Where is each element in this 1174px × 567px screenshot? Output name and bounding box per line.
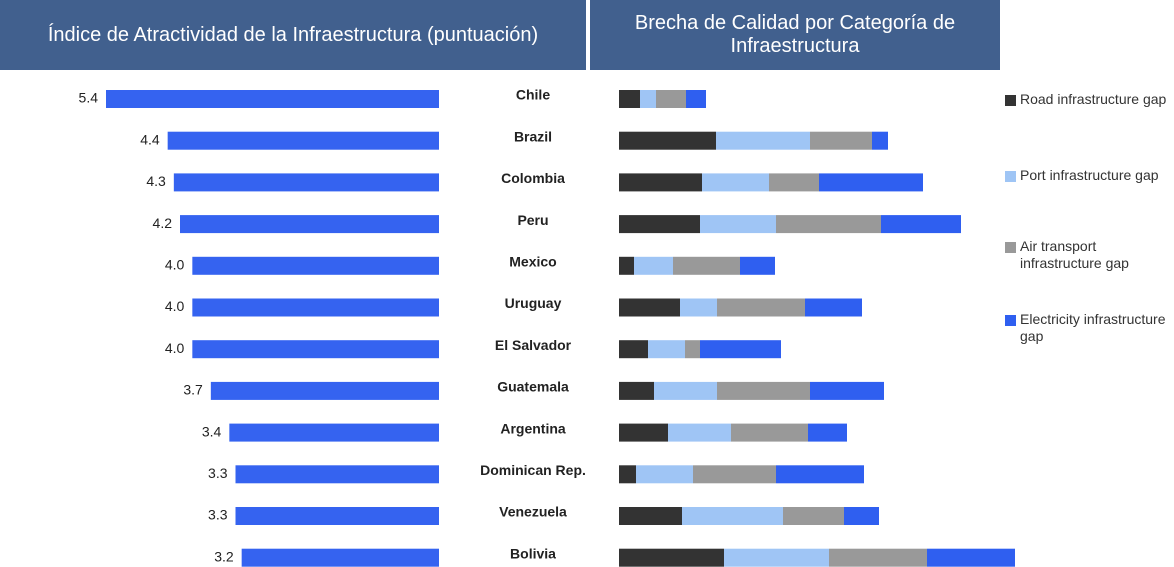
- bar-segment: [619, 423, 668, 442]
- bar-segment: [927, 548, 1015, 567]
- bar-segment: [634, 256, 673, 275]
- bar-segment: [619, 381, 654, 400]
- category-label: Bolivia: [510, 545, 556, 561]
- bar-segment: [810, 131, 872, 150]
- legend-label: Port infrastructure gap: [1020, 167, 1159, 183]
- value-label: 4.0: [165, 257, 185, 273]
- legend-swatch: [1005, 315, 1016, 326]
- legend-label: Air transport infrastructure gap: [1020, 238, 1129, 271]
- bar: [235, 465, 439, 484]
- category-label: El Salvador: [495, 337, 572, 353]
- bar-segment: [717, 298, 805, 317]
- bar-segment: [810, 381, 884, 400]
- category-label: Guatemala: [497, 379, 569, 395]
- bar-segment: [636, 465, 693, 484]
- bar-segment: [783, 507, 844, 525]
- bar-segment: [702, 173, 769, 192]
- category-label: Chile: [516, 87, 550, 103]
- left-title: Índice de Atractividad de la Infraestruc…: [0, 0, 586, 70]
- bar-segment: [685, 340, 700, 359]
- bar-segment: [724, 548, 829, 567]
- bar-segment: [686, 90, 706, 108]
- bar-segment: [654, 381, 717, 400]
- bar-segment: [680, 298, 717, 317]
- value-label: 4.2: [153, 215, 173, 231]
- value-label: 4.4: [140, 131, 160, 147]
- bar: [192, 340, 439, 359]
- bar-segment: [844, 507, 879, 525]
- bar-segment: [619, 298, 680, 317]
- category-label: Venezuela: [499, 504, 567, 520]
- bar-segment: [693, 465, 776, 484]
- category-label: Uruguay: [505, 295, 562, 311]
- bar-segment: [668, 423, 731, 442]
- bar-segment: [776, 465, 864, 484]
- legend-label: Electricity infrastructure gap: [1020, 311, 1166, 344]
- bar-segment: [619, 507, 682, 525]
- value-label: 5.4: [79, 90, 99, 106]
- value-label: 3.3: [208, 465, 228, 481]
- value-label: 3.2: [214, 548, 234, 564]
- bar-segment: [619, 173, 702, 192]
- bar-segment: [700, 215, 776, 234]
- bar-segment: [769, 173, 819, 192]
- category-label: Brazil: [514, 128, 552, 144]
- bar-segment: [640, 90, 656, 108]
- legend-swatch: [1005, 95, 1016, 106]
- category-label: Argentina: [500, 420, 566, 436]
- bar: [210, 381, 439, 400]
- bar: [235, 507, 439, 525]
- bar-segment: [700, 340, 781, 359]
- bar-segment: [619, 340, 648, 359]
- value-label: 3.3: [208, 507, 228, 523]
- bar: [229, 423, 439, 442]
- bar: [106, 90, 439, 108]
- bar-segment: [716, 131, 810, 150]
- bar-segment: [619, 256, 634, 275]
- bar-segment: [656, 90, 686, 108]
- bar: [192, 256, 439, 275]
- right-title: Brecha de Calidad por Categoría de Infra…: [590, 0, 1000, 70]
- bar-segment: [740, 256, 775, 275]
- bar: [173, 173, 440, 192]
- bar-segment: [819, 173, 923, 192]
- bar-segment: [682, 507, 783, 525]
- bar: [180, 215, 439, 234]
- legend-swatch: [1005, 171, 1016, 182]
- bar: [241, 548, 439, 567]
- bar-segment: [805, 298, 862, 317]
- category-label: Dominican Rep.: [480, 462, 586, 478]
- bar-segment: [619, 90, 640, 108]
- bar-segment: [619, 548, 724, 567]
- bar-segment: [717, 381, 810, 400]
- value-label: 3.4: [202, 423, 222, 439]
- value-label: 4.0: [165, 298, 185, 314]
- bar-segment: [881, 215, 961, 234]
- category-label: Peru: [517, 212, 548, 228]
- bar-segment: [872, 131, 888, 150]
- bar-segment: [619, 215, 700, 234]
- bar: [192, 298, 439, 317]
- bar-segment: [673, 256, 740, 275]
- value-label: 4.0: [165, 340, 185, 356]
- bar-segment: [808, 423, 847, 442]
- bar-segment: [619, 131, 716, 150]
- bar-segment: [619, 465, 636, 484]
- category-label: Mexico: [509, 254, 556, 270]
- legend-swatch: [1005, 242, 1016, 253]
- bar-segment: [731, 423, 808, 442]
- value-label: 3.7: [183, 382, 203, 398]
- bar-segment: [648, 340, 685, 359]
- value-label: 4.3: [146, 173, 166, 189]
- legend-label: Road infrastructure gap: [1020, 91, 1167, 107]
- bar-segment: [776, 215, 881, 234]
- bar-segment: [829, 548, 927, 567]
- bar: [167, 131, 439, 150]
- category-label: Colombia: [501, 170, 565, 186]
